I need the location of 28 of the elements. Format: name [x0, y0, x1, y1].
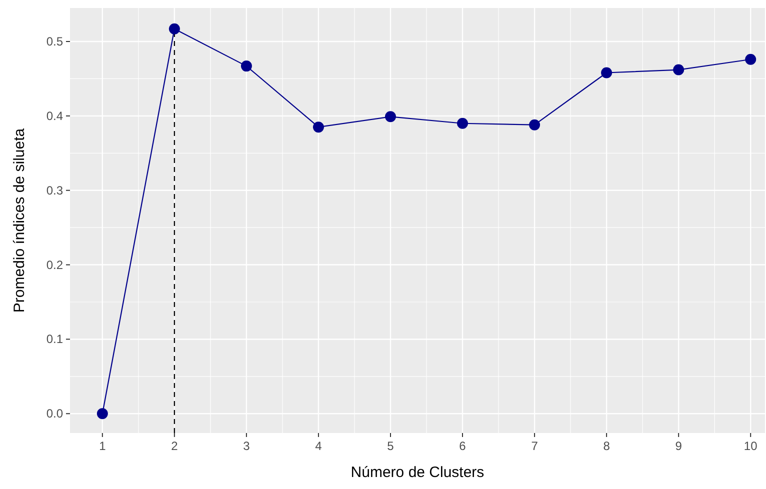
point [673, 64, 684, 76]
y-tick-label: 0.5 [46, 34, 64, 48]
y-axis-title: Promedio índices de silueta [11, 128, 28, 313]
y-tick-label: 0.2 [46, 258, 64, 272]
x-tick-label: 2 [171, 439, 178, 453]
y-tick-label: 0.1 [46, 332, 64, 346]
x-axis-title: Número de Clusters [350, 464, 484, 481]
y-tick-label: 0.3 [46, 183, 64, 198]
y-tick-label: 0.4 [46, 108, 64, 123]
x-tick-label: 8 [603, 439, 610, 453]
point [745, 54, 756, 65]
point [240, 60, 252, 72]
point [457, 118, 468, 129]
x-tick-label: 10 [744, 439, 758, 453]
x-tick-label: 4 [315, 439, 322, 453]
x-tick-label: 3 [243, 439, 250, 453]
point [168, 23, 180, 34]
point [384, 111, 396, 122]
x-tick-label: 7 [531, 439, 538, 453]
x-tick-label: 1 [99, 439, 106, 453]
y-tick-label: 0.0 [46, 406, 64, 421]
point [601, 67, 612, 78]
x-tick-label: 6 [459, 439, 466, 453]
point [96, 408, 108, 420]
x-tick-label: 9 [675, 439, 682, 453]
point [312, 122, 324, 133]
point [529, 119, 540, 130]
x-tick-label: 5 [387, 439, 394, 453]
